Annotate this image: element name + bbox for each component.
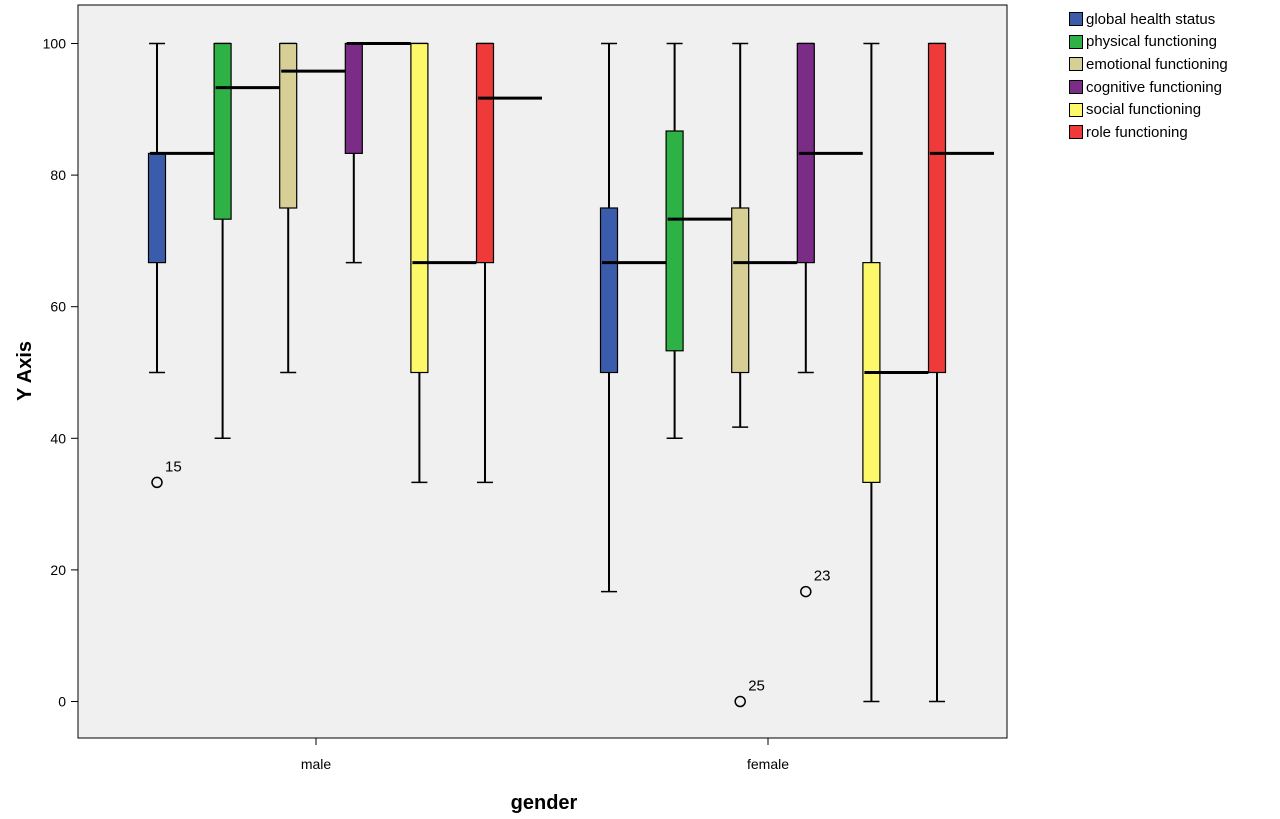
box-body — [475, 42, 495, 264]
legend-item: global health status — [1069, 8, 1228, 31]
outlier-point — [734, 695, 746, 708]
boxplot-chart: 0 20 40 60 80 100 male female 15 25 23 Y Axis ge… — [14, 4, 1008, 814]
box-role-functioning-male — [475, 42, 542, 484]
legend-label: emotional functioning — [1086, 55, 1228, 73]
y-tick-label: 0 — [58, 694, 66, 710]
box-body — [279, 42, 298, 209]
legend-swatch — [1069, 102, 1083, 117]
outlier-point — [800, 585, 812, 598]
box-series: 15 25 23 — [147, 42, 994, 708]
legend-swatch — [1069, 125, 1083, 140]
box-role-functioning-female — [927, 42, 994, 703]
y-tick-label: 80 — [50, 167, 66, 183]
y-tick-label: 100 — [43, 36, 67, 52]
y-axis-title: Y Axis — [14, 341, 36, 401]
box-body — [599, 207, 619, 374]
box-emotional-functioning-female: 25 — [731, 42, 798, 708]
x-tick-label: female — [747, 756, 789, 772]
y-tick-label: 60 — [50, 299, 66, 315]
legend-item: cognitive functioning — [1069, 76, 1228, 99]
legend-swatch — [1069, 80, 1083, 95]
legend-label: role functioning — [1086, 123, 1188, 141]
outlier-label: 15 — [165, 458, 182, 475]
box-body — [344, 42, 363, 154]
box-body — [147, 152, 167, 264]
legend-item: social functioning — [1069, 98, 1228, 121]
box-social-functioning-female — [862, 42, 929, 703]
y-tick-label: 40 — [50, 430, 66, 446]
box-body — [410, 42, 429, 374]
box-body — [927, 42, 947, 374]
y-axis: 0 20 40 60 80 100 — [43, 36, 78, 710]
legend: global health status physical functioning… — [1069, 8, 1228, 144]
x-tick-label: male — [301, 756, 332, 772]
legend-item: role functioning — [1069, 121, 1228, 144]
legend-label: global health status — [1086, 10, 1216, 28]
box-body — [213, 42, 232, 220]
legend-label: social functioning — [1086, 101, 1202, 119]
box-body — [665, 130, 684, 352]
outlier-label: 23 — [814, 568, 831, 585]
x-axis-title: gender — [511, 792, 578, 814]
outlier-point — [151, 476, 163, 489]
box-cognitive-functioning-male — [344, 42, 411, 264]
x-axis: male female — [301, 738, 789, 772]
legend-swatch — [1069, 57, 1083, 72]
box-global-health-status-male: 15 — [147, 42, 214, 489]
legend-label: physical functioning — [1086, 33, 1217, 51]
box-physical-functioning-male — [213, 42, 280, 440]
y-tick-label: 20 — [50, 562, 66, 578]
outlier-label: 25 — [748, 678, 765, 695]
legend-swatch — [1069, 34, 1083, 49]
box-emotional-functioning-male — [279, 42, 346, 374]
legend-item: physical functioning — [1069, 31, 1228, 54]
box-global-health-status-female — [599, 42, 666, 593]
box-body — [731, 207, 750, 374]
legend-swatch — [1069, 12, 1083, 27]
box-social-functioning-male — [410, 42, 477, 484]
legend-item: emotional functioning — [1069, 53, 1228, 76]
box-cognitive-functioning-female: 23 — [796, 42, 863, 598]
legend-label: cognitive functioning — [1086, 78, 1222, 96]
box-physical-functioning-female — [665, 42, 732, 440]
plot-area — [77, 4, 1008, 739]
